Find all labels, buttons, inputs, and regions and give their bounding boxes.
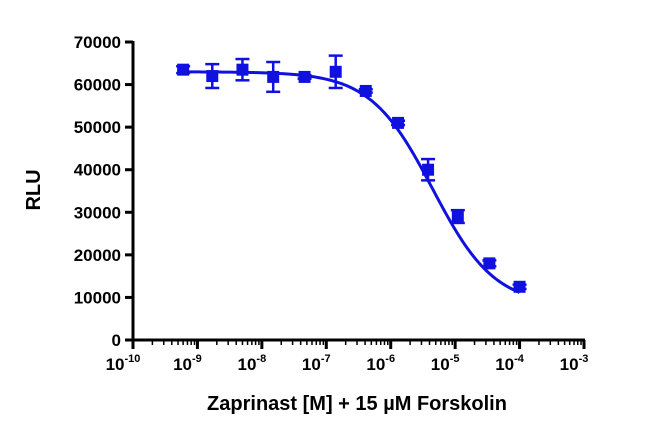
square-marker	[206, 70, 219, 83]
data-point	[391, 116, 406, 129]
square-marker	[513, 280, 526, 293]
y-tick-label: 60000	[74, 76, 121, 95]
data-point	[482, 257, 497, 270]
fit-curve	[183, 70, 521, 294]
square-marker	[329, 65, 342, 78]
x-tick-label: 10-9	[173, 353, 202, 374]
y-tick-label: 0	[112, 331, 121, 350]
data-point	[512, 280, 527, 293]
data-point	[328, 54, 343, 90]
data-point	[358, 84, 373, 97]
y-tick-label: 40000	[74, 161, 121, 180]
y-tick-label: 30000	[74, 203, 121, 222]
y-tick-label: 70000	[74, 33, 121, 52]
y-axis-title: RLU	[23, 169, 45, 210]
x-tick-label: 10-6	[366, 353, 395, 374]
x-tick-label: 10-3	[560, 353, 589, 374]
square-marker	[483, 257, 496, 270]
square-marker	[267, 70, 280, 83]
data-point	[176, 63, 191, 76]
data-point	[205, 62, 220, 90]
square-marker	[451, 210, 464, 223]
square-marker	[236, 63, 249, 76]
square-marker	[298, 70, 311, 83]
data-point	[450, 208, 465, 225]
square-marker	[422, 163, 435, 176]
data-point	[421, 157, 436, 182]
y-tick-label: 10000	[74, 288, 121, 307]
square-marker	[359, 84, 372, 97]
x-tick-label: 10-8	[238, 353, 267, 374]
square-marker	[177, 63, 190, 76]
y-axis: 0 10000 20000 30000 40000 50000 60000 70000	[74, 33, 135, 350]
data-point	[266, 60, 281, 94]
y-tick-label: 50000	[74, 118, 121, 137]
square-marker	[392, 116, 405, 129]
x-tick-label: 10-4	[495, 353, 525, 374]
x-axis-title: Zaprinast [M] + 15 µM Forskolin	[207, 393, 507, 415]
data-point	[297, 70, 312, 83]
x-tick-label: 10-10	[106, 353, 141, 374]
data-point	[235, 57, 250, 82]
y-tick-label: 20000	[74, 246, 121, 265]
x-tick-label: 10-5	[431, 353, 460, 374]
x-tick-label: 10-7	[302, 353, 331, 374]
data-points	[176, 54, 527, 293]
x-axis: 10-10 10-9 10-8 10-7 10-6 10-5 10-4 10-3	[106, 338, 589, 374]
